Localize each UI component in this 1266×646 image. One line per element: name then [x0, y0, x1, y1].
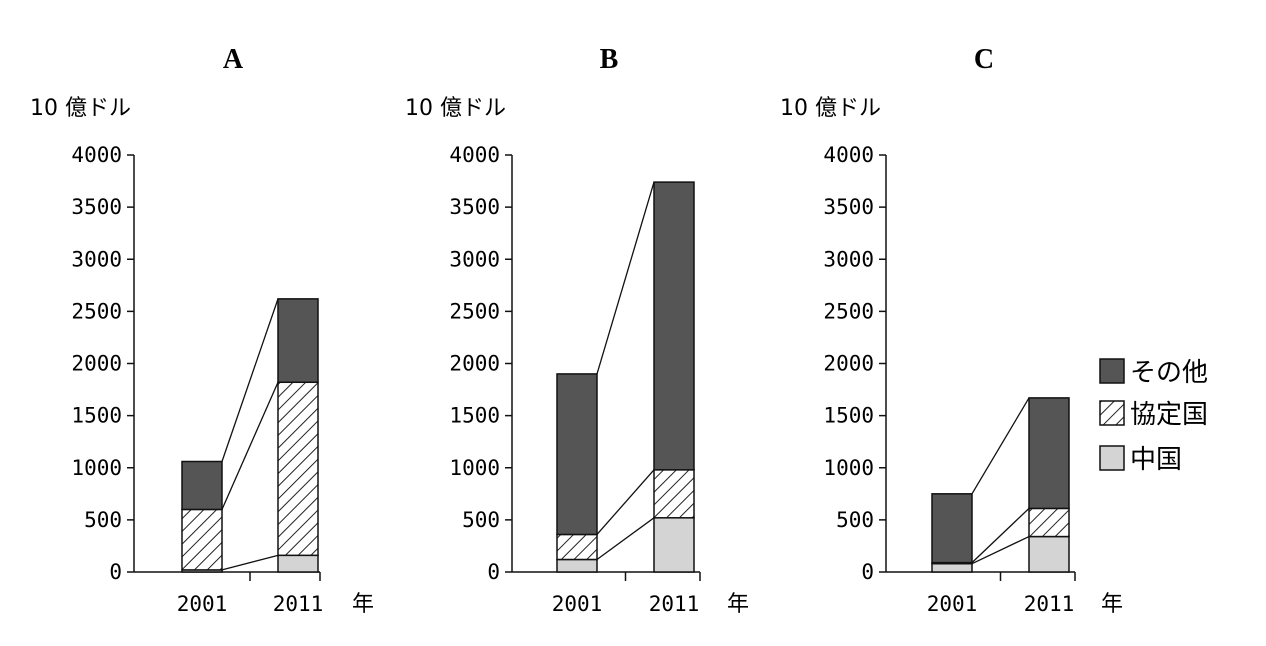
- bar-segment-china-2011: [1028, 535, 1070, 573]
- y-tick-label: 1500: [823, 404, 874, 428]
- chart-panel-b: B 10 億ドル 0 500 1000 1500 2000 2500 3000 3500 4000 2…: [405, 44, 749, 617]
- y-tick-label: 0: [861, 560, 874, 584]
- x-category-label: 2011: [1024, 592, 1075, 616]
- chart-panels: A 10 億ドル 0 500 1000 1500 2000 2500 3000 3500 4000 2…: [30, 44, 1123, 617]
- panel-title: B: [600, 44, 619, 75]
- y-tick-label: 3500: [823, 195, 874, 219]
- y-axis-unit-label: 10 億ドル: [780, 96, 881, 121]
- y-tick-label: 4000: [823, 143, 874, 167]
- x-category-label: 2011: [649, 592, 700, 616]
- y-tick-label: 2000: [71, 352, 122, 376]
- y-tick-label: 2500: [71, 299, 122, 323]
- stack-connector-line: [971, 535, 1030, 565]
- stack-connector-line: [596, 181, 655, 375]
- legend-label-agreement: 協定国: [1130, 400, 1208, 430]
- y-tick-label: 3000: [449, 247, 500, 271]
- stack-connector-line: [221, 382, 279, 510]
- y-tick-label: 1000: [71, 456, 122, 480]
- stack-connector-line: [971, 397, 1030, 495]
- x-axis-unit-label: 年: [727, 592, 749, 617]
- y-tick-label: 3000: [823, 247, 874, 271]
- x-category-label: 2001: [927, 592, 978, 616]
- bar-segment-agreement-2011: [1028, 507, 1070, 538]
- bar-segment-agreement-2001: [181, 508, 223, 571]
- y-tick-label: 4000: [449, 143, 500, 167]
- stack-connector-line: [596, 469, 655, 535]
- panel-title: C: [974, 44, 994, 75]
- y-tick-label: 0: [487, 560, 500, 584]
- y-tick-label: 1000: [823, 456, 874, 480]
- y-tick-label: 0: [109, 560, 122, 584]
- chart-panel-c: C 10 億ドル 0 500 1000 1500 2000 2500 3000 3500 4000 2…: [780, 44, 1123, 617]
- panel-title: A: [223, 44, 244, 75]
- y-tick-label: 500: [462, 508, 500, 532]
- bar-segment-agreement-2011: [653, 469, 695, 519]
- y-tick-label: 3500: [71, 195, 122, 219]
- bar-segment-agreement-2001: [556, 533, 598, 561]
- bar-segment-other-2001: [181, 460, 223, 511]
- stack-connector-line: [971, 507, 1030, 564]
- bar-segment-other-2011: [1028, 397, 1070, 510]
- bar-segment-china-2011: [277, 554, 319, 573]
- legend-label-china: 中国: [1130, 445, 1182, 475]
- y-tick-label: 2500: [823, 299, 874, 323]
- y-tick-label: 500: [836, 508, 874, 532]
- legend-swatch-other: [1099, 358, 1125, 384]
- bar-segment-other-2001: [556, 373, 598, 536]
- bar-segment-other-2011: [277, 298, 319, 384]
- bar-segment-other-2011: [653, 181, 695, 471]
- y-tick-label: 2000: [449, 352, 500, 376]
- chart-panel-a: A 10 億ドル 0 500 1000 1500 2000 2500 3000 3500 4000 2…: [30, 44, 374, 617]
- x-category-label: 2011: [273, 592, 324, 616]
- y-tick-label: 500: [84, 508, 122, 532]
- y-tick-label: 2000: [823, 352, 874, 376]
- y-tick-label: 1000: [449, 456, 500, 480]
- y-tick-label: 1500: [449, 404, 500, 428]
- y-tick-label: 3500: [449, 195, 500, 219]
- y-axis-unit-label: 10 億ドル: [405, 96, 506, 121]
- x-axis-unit-label: 年: [352, 592, 374, 617]
- stack-connector-line: [596, 517, 655, 561]
- x-category-label: 2001: [177, 592, 228, 616]
- stack-connector-line: [221, 554, 279, 571]
- x-axis-unit-label: 年: [1101, 592, 1123, 617]
- x-category-label: 2001: [552, 592, 603, 616]
- y-tick-label: 3000: [71, 247, 122, 271]
- bar-segment-china-2001: [931, 562, 973, 573]
- bar-segment-china-2011: [653, 517, 695, 573]
- legend-swatch-agreement: [1099, 400, 1125, 426]
- y-tick-label: 1500: [71, 404, 122, 428]
- bar-segment-china-2001: [556, 558, 598, 573]
- y-axis-unit-label: 10 億ドル: [30, 96, 131, 121]
- stack-connector-line: [221, 298, 279, 462]
- bar-segment-other-2001: [931, 493, 973, 564]
- bar-segment-agreement-2011: [277, 381, 319, 557]
- legend-swatch-china: [1099, 445, 1125, 471]
- legend-label-other: その他: [1130, 358, 1208, 388]
- y-tick-label: 2500: [449, 299, 500, 323]
- y-tick-label: 4000: [71, 143, 122, 167]
